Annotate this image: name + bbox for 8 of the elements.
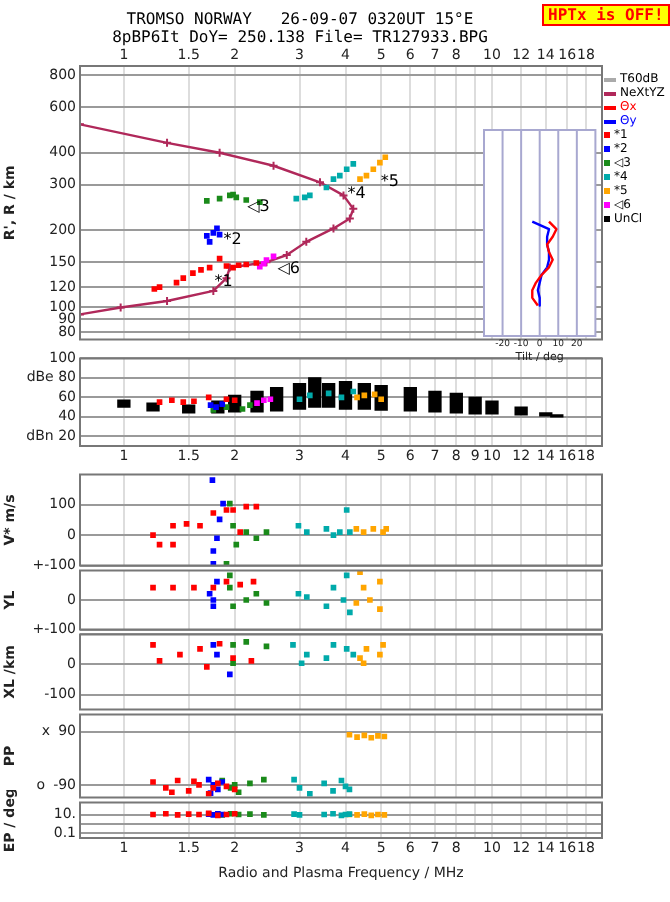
annotation: *5 bbox=[380, 172, 399, 191]
text: HPTx is OFF! bbox=[542, 4, 670, 26]
annotation: ◁6 bbox=[277, 259, 301, 278]
chart-title: TROMSO NORWAY 26-09-07 0320UT 15°E bbox=[126, 10, 474, 28]
annotation: *2 bbox=[223, 230, 242, 249]
chart-subtitle: 8pBP6It DoY= 250.138 File= TR127933.BPG bbox=[110, 28, 490, 46]
annotation: ◁3 bbox=[247, 197, 270, 216]
annotation: *4 bbox=[347, 184, 366, 203]
